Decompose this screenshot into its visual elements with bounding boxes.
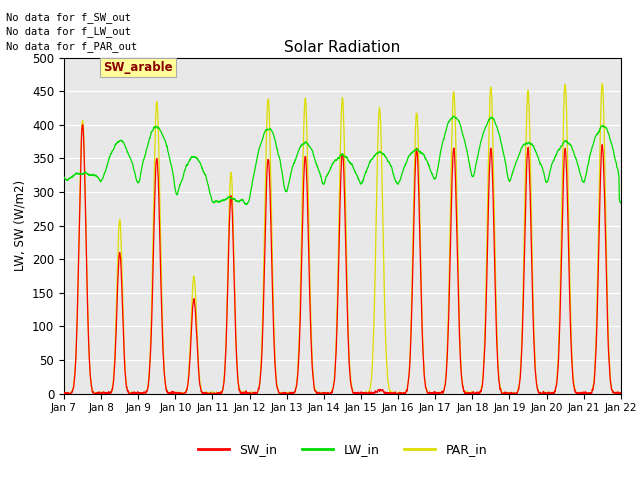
Text: No data for f_SW_out: No data for f_SW_out: [6, 12, 131, 23]
Y-axis label: LW, SW (W/m2): LW, SW (W/m2): [13, 180, 26, 271]
Text: No data for f_PAR_out: No data for f_PAR_out: [6, 41, 138, 52]
Title: Solar Radiation: Solar Radiation: [284, 40, 401, 55]
Text: SW_arable: SW_arable: [103, 61, 173, 74]
Text: No data for f_LW_out: No data for f_LW_out: [6, 26, 131, 37]
Legend: SW_in, LW_in, PAR_in: SW_in, LW_in, PAR_in: [193, 438, 492, 461]
